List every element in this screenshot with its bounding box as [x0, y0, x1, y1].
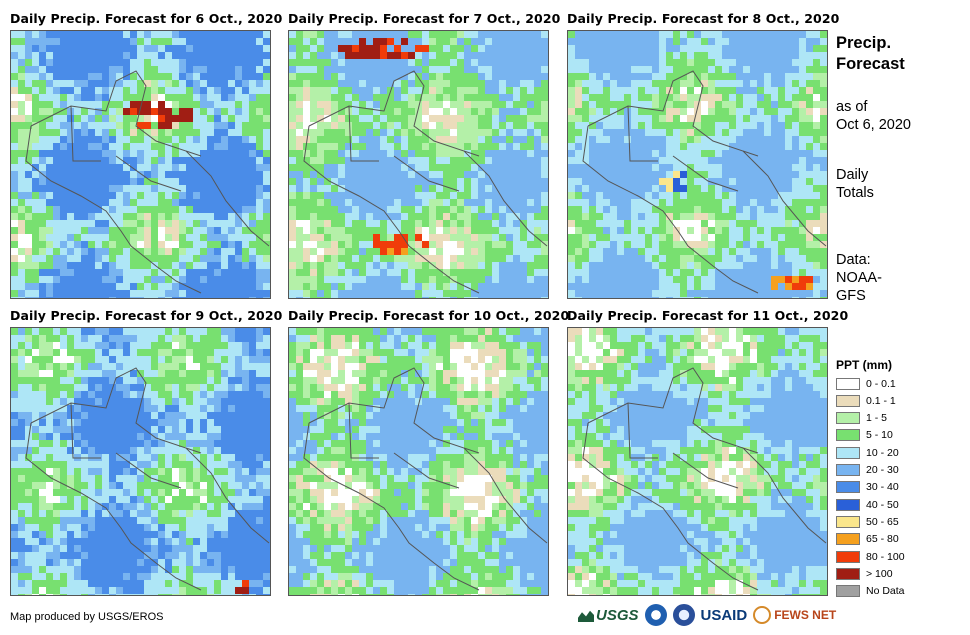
sidebar-totals-line2: Totals — [836, 185, 874, 201]
legend-swatch — [836, 567, 860, 580]
legend-item: 40 - 50 — [836, 498, 899, 511]
sidebar-asof-line2: Oct 6, 2020 — [836, 117, 911, 133]
legend-label: 0 - 0.1 — [866, 377, 896, 390]
legend-swatch — [836, 481, 860, 494]
legend-label: No Data — [866, 585, 905, 598]
panel-title-5: Daily Precip. Forecast for 10 Oct., 2020 — [288, 308, 570, 323]
legend-swatch — [836, 377, 860, 390]
legend-item: 10 - 20 — [836, 446, 899, 459]
precip-map-10-oct — [288, 327, 549, 596]
sidebar-title-line1: Precip. — [836, 34, 892, 52]
map-canvas — [568, 31, 827, 298]
legend-swatch — [836, 412, 860, 425]
legend-label: 80 - 100 — [866, 550, 905, 563]
sidebar-data-source: Data: NOAA- GFS — [836, 251, 882, 305]
precip-map-7-oct — [288, 30, 549, 299]
sidebar-title: Precip. Forecast — [836, 33, 905, 75]
legend-item: 0.1 - 1 — [836, 394, 896, 407]
panel-title-1: Daily Precip. Forecast for 6 Oct., 2020 — [10, 11, 283, 26]
usaid-logo: USAID — [700, 606, 748, 624]
sidebar-data-line3: GFS — [836, 288, 866, 304]
legend-label: 10 - 20 — [866, 446, 899, 459]
usgs-logo: USGS — [578, 607, 639, 624]
legend-swatch — [836, 394, 860, 407]
legend-item: 20 - 30 — [836, 464, 899, 477]
precip-map-8-oct — [567, 30, 828, 299]
legend-label: 0.1 - 1 — [866, 394, 896, 407]
map-canvas — [11, 328, 270, 595]
legend-item: 1 - 5 — [836, 412, 887, 425]
logo-strip: USGS USAID FEWS NET — [578, 602, 836, 628]
legend-item: 30 - 40 — [836, 481, 899, 494]
map-canvas — [11, 31, 270, 298]
legend-item: > 100 — [836, 567, 893, 580]
legend-swatch — [836, 464, 860, 476]
fews-sun-icon — [753, 606, 772, 624]
panel-title-2: Daily Precip. Forecast for 7 Oct., 2020 — [288, 11, 561, 26]
legend-label: 50 - 65 — [866, 515, 899, 528]
sidebar-data-line1: Data: — [836, 252, 871, 268]
legend-label: > 100 — [866, 567, 893, 580]
legend-item: 0 - 0.1 — [836, 377, 896, 390]
usgs-logo-text: USGS — [596, 606, 639, 624]
legend-label: 5 - 10 — [866, 429, 893, 442]
precip-map-9-oct — [10, 327, 271, 596]
panel-title-3: Daily Precip. Forecast for 8 Oct., 2020 — [567, 11, 840, 26]
fews-logo-text: FEWS NET — [774, 608, 837, 622]
legend-label: 1 - 5 — [866, 412, 888, 425]
legend-swatch — [836, 550, 860, 563]
legend-label: 40 - 50 — [866, 498, 899, 511]
panel-title-4: Daily Precip. Forecast for 9 Oct., 2020 — [10, 308, 283, 323]
legend-swatch — [836, 515, 860, 528]
precip-map-11-oct — [567, 327, 828, 596]
legend-item: No Data — [836, 585, 905, 598]
legend-item: 50 - 65 — [836, 515, 899, 528]
panel-title-6: Daily Precip. Forecast for 11 Oct., 2020 — [567, 308, 849, 323]
sidebar-title-line2: Forecast — [836, 55, 905, 73]
sidebar-data-line2: NOAA- — [836, 270, 882, 286]
map-canvas — [289, 328, 548, 595]
legend-swatch — [836, 533, 860, 546]
map-canvas — [568, 328, 827, 595]
usgs-mark-icon — [578, 610, 594, 622]
sidebar-asof-line1: as of — [836, 99, 868, 115]
legend-label: 65 - 80 — [866, 533, 899, 546]
legend-item: 80 - 100 — [836, 550, 905, 563]
legend-label: 30 - 40 — [866, 481, 899, 494]
nasa-logo-icon — [672, 604, 695, 626]
noaa-logo-icon — [644, 604, 667, 626]
precip-map-6-oct — [10, 30, 271, 299]
legend-item: 5 - 10 — [836, 429, 893, 442]
legend-swatch — [836, 498, 860, 511]
legend-item: 65 - 80 — [836, 533, 899, 546]
legend-swatch — [836, 446, 860, 459]
sidebar-totals-line1: Daily — [836, 167, 869, 183]
legend-label: 20 - 30 — [866, 464, 899, 476]
map-credit: Map produced by USGS/EROS — [10, 611, 164, 623]
legend-title: PPT (mm) — [836, 358, 893, 372]
sidebar-as-of: as of Oct 6, 2020 — [836, 98, 911, 134]
legend-swatch — [836, 585, 860, 598]
fews-net-logo: FEWS NET — [753, 606, 836, 624]
sidebar-totals: Daily Totals — [836, 166, 874, 202]
legend-swatch — [836, 429, 860, 442]
map-canvas — [289, 31, 548, 298]
